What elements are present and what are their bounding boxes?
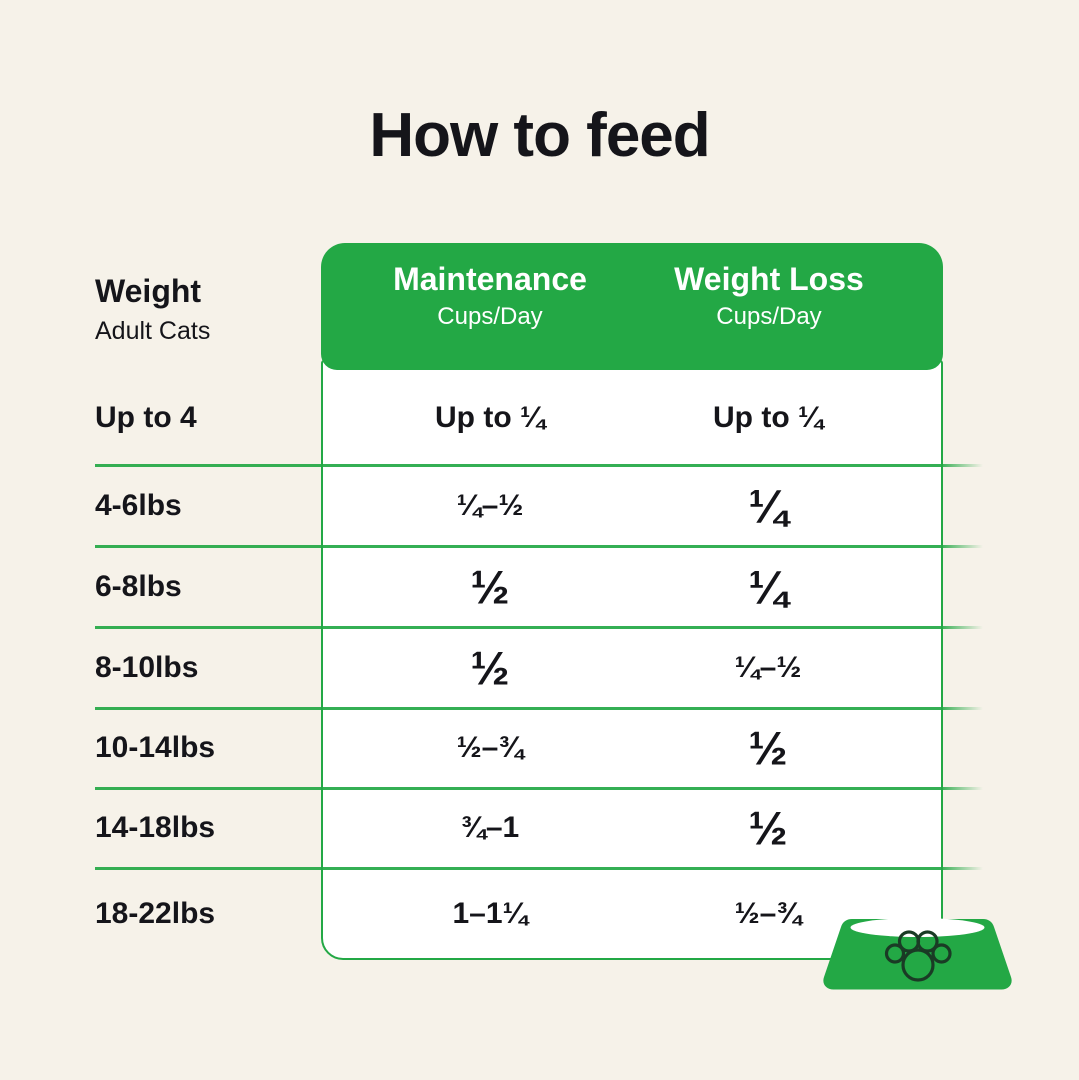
row-divider <box>95 867 985 870</box>
pet-bowl-paw-icon <box>822 915 1013 995</box>
row-divider <box>95 626 985 629</box>
column-header-weight-loss: Weight Loss Cups/Day <box>674 261 864 331</box>
maintenance-column-title: Maintenance <box>393 261 587 297</box>
weight-range: Up to 4 <box>95 400 197 434</box>
weight-range: 6-8lbs <box>95 569 182 603</box>
maintenance-column-units: Cups/Day <box>437 303 543 330</box>
weight-range: 18-22lbs <box>95 897 216 930</box>
weight-range: 4-6lbs <box>95 488 182 522</box>
weight-range: 10-14lbs <box>95 731 216 764</box>
column-header-maintenance: Maintenance Cups/Day <box>393 261 587 331</box>
table-body-panel <box>321 360 943 960</box>
table-header: Maintenance Cups/Day Weight Loss Cups/Da… <box>321 243 943 370</box>
weight-range: 8-10lbs <box>95 650 199 684</box>
row-divider <box>95 464 985 467</box>
weight-column-subtitle: Adult Cats <box>95 317 211 346</box>
weight-range: 14-18lbs <box>95 811 216 844</box>
weight-column-title: Weight <box>95 273 202 309</box>
weight-loss-column-units: Cups/Day <box>716 303 822 330</box>
page-title: How to feed <box>369 101 710 170</box>
row-divider <box>95 545 985 548</box>
weight-column-header: Weight Adult Cats <box>95 273 211 346</box>
row-divider <box>95 707 985 710</box>
row-divider <box>95 787 985 790</box>
weight-loss-column-title: Weight Loss <box>674 261 864 297</box>
